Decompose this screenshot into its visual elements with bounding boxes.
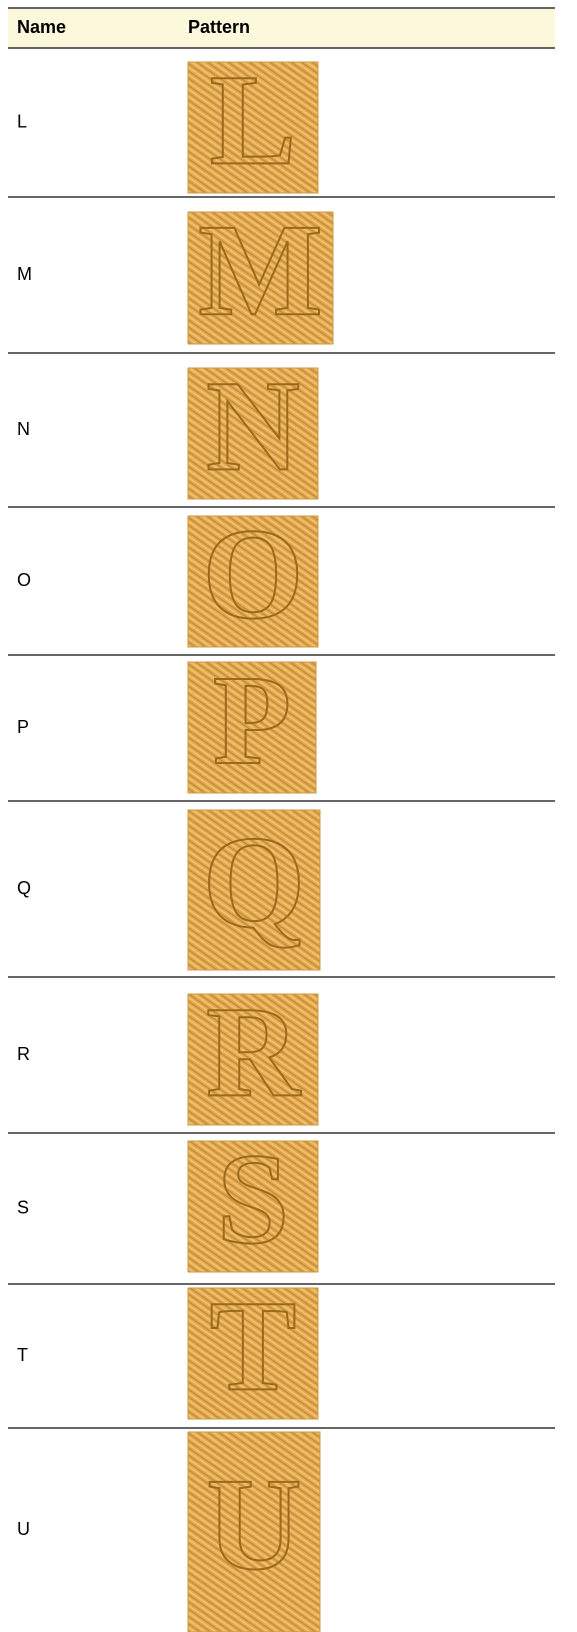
- header-background: [8, 8, 555, 48]
- row-name: P: [17, 717, 29, 737]
- pattern-letter: L: [210, 48, 297, 192]
- row-name: S: [17, 1197, 29, 1217]
- pattern-swatch: [187, 1431, 321, 1632]
- pattern-swatch: [187, 367, 319, 500]
- row-name: L: [17, 111, 27, 131]
- pattern-swatch: [187, 211, 334, 345]
- pattern-swatch: [187, 61, 319, 194]
- pattern-swatch: [187, 1287, 319, 1420]
- pattern-swatch: [187, 515, 319, 648]
- row-name: U: [17, 1519, 30, 1539]
- pattern-letter: M: [198, 196, 323, 343]
- column-header: Pattern: [188, 17, 250, 37]
- row-name: M: [17, 264, 32, 284]
- row-name: O: [17, 570, 31, 590]
- pattern-letter: Q: [203, 808, 306, 955]
- pattern-letter: P: [213, 649, 291, 791]
- pattern-swatch: [187, 809, 321, 971]
- row-name: Q: [17, 878, 31, 898]
- row-name: R: [17, 1044, 30, 1064]
- pattern-swatch: [187, 1140, 319, 1273]
- pattern-letter: S: [217, 1127, 289, 1271]
- pattern-swatch: [187, 661, 317, 794]
- pattern-letter: T: [210, 1274, 297, 1418]
- pattern-letter: O: [202, 502, 303, 646]
- pattern-swatch: [187, 993, 319, 1126]
- pattern-letter: U: [206, 1450, 301, 1597]
- pattern-letter: N: [206, 354, 300, 498]
- column-header: Name: [17, 17, 66, 37]
- row-name: N: [17, 419, 30, 439]
- row-name: T: [17, 1345, 28, 1365]
- pattern-letter: R: [206, 980, 302, 1124]
